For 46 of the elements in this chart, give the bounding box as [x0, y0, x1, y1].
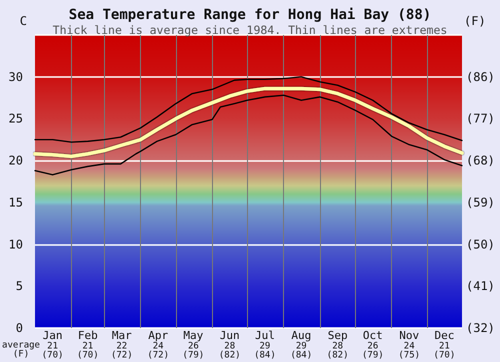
- y2-tick-label: (77): [466, 112, 495, 126]
- text: 28 (82): [218, 342, 241, 360]
- y-tick-label: 30: [8, 70, 23, 84]
- y2-tick-label: (86): [466, 70, 495, 84]
- chart-title: Sea Temperature Range for Hong Hai Bay (88): [68, 7, 432, 23]
- x-tick-label: Jan: [42, 329, 63, 342]
- y2-tick-label: (50): [466, 237, 495, 252]
- text: 24 (75): [398, 342, 420, 360]
- text: 28 (82): [326, 342, 348, 360]
- x-tick-label: Sep: [328, 329, 348, 342]
- text: 21 (70): [42, 342, 64, 360]
- text: average (F): [2, 340, 40, 360]
- text: 26 (79): [182, 342, 204, 360]
- text: 29 (84): [254, 342, 276, 360]
- y2-tick-label: (68): [466, 154, 495, 168]
- text: 24 (72): [147, 342, 170, 360]
- x-tick-label: Apr: [148, 329, 168, 342]
- y2-tick-label: (41): [466, 279, 495, 294]
- x-tick-label: Jun: [220, 329, 240, 342]
- x-tick-label: Nov: [399, 329, 420, 342]
- x-tick-label: Mar: [112, 329, 132, 342]
- line-series: [34, 94, 463, 176]
- x-tick-label: Oct: [362, 329, 383, 342]
- y2-tick-label: (32): [466, 321, 495, 335]
- y-tick-label: 10: [8, 237, 23, 252]
- y2-tick-label: (59): [466, 195, 495, 210]
- x-tick-label: Aug: [291, 329, 312, 342]
- y-tick-label: 15: [8, 195, 23, 210]
- y-tick-label: 20: [8, 154, 23, 168]
- text: 26 (79): [362, 342, 384, 360]
- x-tick-label: Dec: [434, 329, 454, 342]
- x-tick-label: May: [183, 329, 204, 342]
- line-series: [34, 76, 463, 143]
- text: 21 (70): [434, 342, 456, 360]
- y-tick-label: 5: [16, 279, 23, 294]
- line-series: [33, 86, 464, 158]
- text: 21 (70): [76, 342, 99, 360]
- x-tick-label: Jul: [254, 329, 275, 342]
- chart-subtitle: Thick line is average since 1984. Thin lines are extremes: [52, 23, 448, 37]
- y2-axis-title: (F): [464, 14, 486, 28]
- text: 29 (84): [290, 342, 312, 360]
- x-tick-label: Feb: [78, 329, 98, 342]
- y-tick-label: 25: [8, 112, 23, 126]
- text: 22 (72): [110, 342, 133, 360]
- y-axis-title: C: [20, 14, 27, 28]
- y-tick-label: 0: [16, 321, 23, 335]
